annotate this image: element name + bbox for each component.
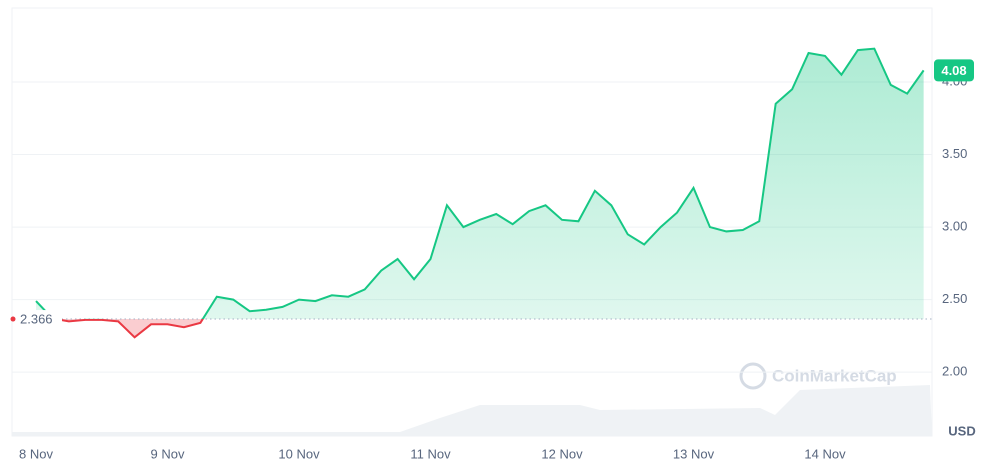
price-line-up	[35, 47, 925, 320]
x-tick-label: 11 Nov	[410, 446, 451, 461]
watermark-text: CoinMarketCap	[772, 366, 897, 385]
watermark: CoinMarketCap	[739, 362, 897, 390]
price-line-down	[51, 319, 204, 339]
x-tick-label: 10 Nov	[278, 446, 320, 461]
last-price-badge	[934, 59, 974, 82]
reference-label-bg	[16, 310, 62, 329]
area-down	[36, 319, 924, 338]
x-tick-label: 9 Nov	[151, 446, 185, 461]
y-tick-label: 3.50	[942, 146, 967, 161]
x-tick-label: 12 Nov	[541, 446, 583, 461]
x-tick-label: 14 Nov	[804, 446, 846, 461]
y-tick-label: 3.00	[942, 219, 967, 234]
x-tick-label: 8 Nov	[19, 446, 53, 461]
x-tick-label: 13 Nov	[673, 446, 715, 461]
area-up	[36, 48, 924, 320]
y-tick-label: 2.50	[942, 291, 967, 306]
y-tick-label: 2.00	[942, 364, 967, 379]
reference-label: 2.366	[20, 311, 53, 326]
reference-dot	[10, 316, 16, 322]
volume-area	[12, 385, 932, 436]
last-price-label: 4.08	[941, 63, 966, 78]
unit-label: USD	[948, 423, 975, 438]
